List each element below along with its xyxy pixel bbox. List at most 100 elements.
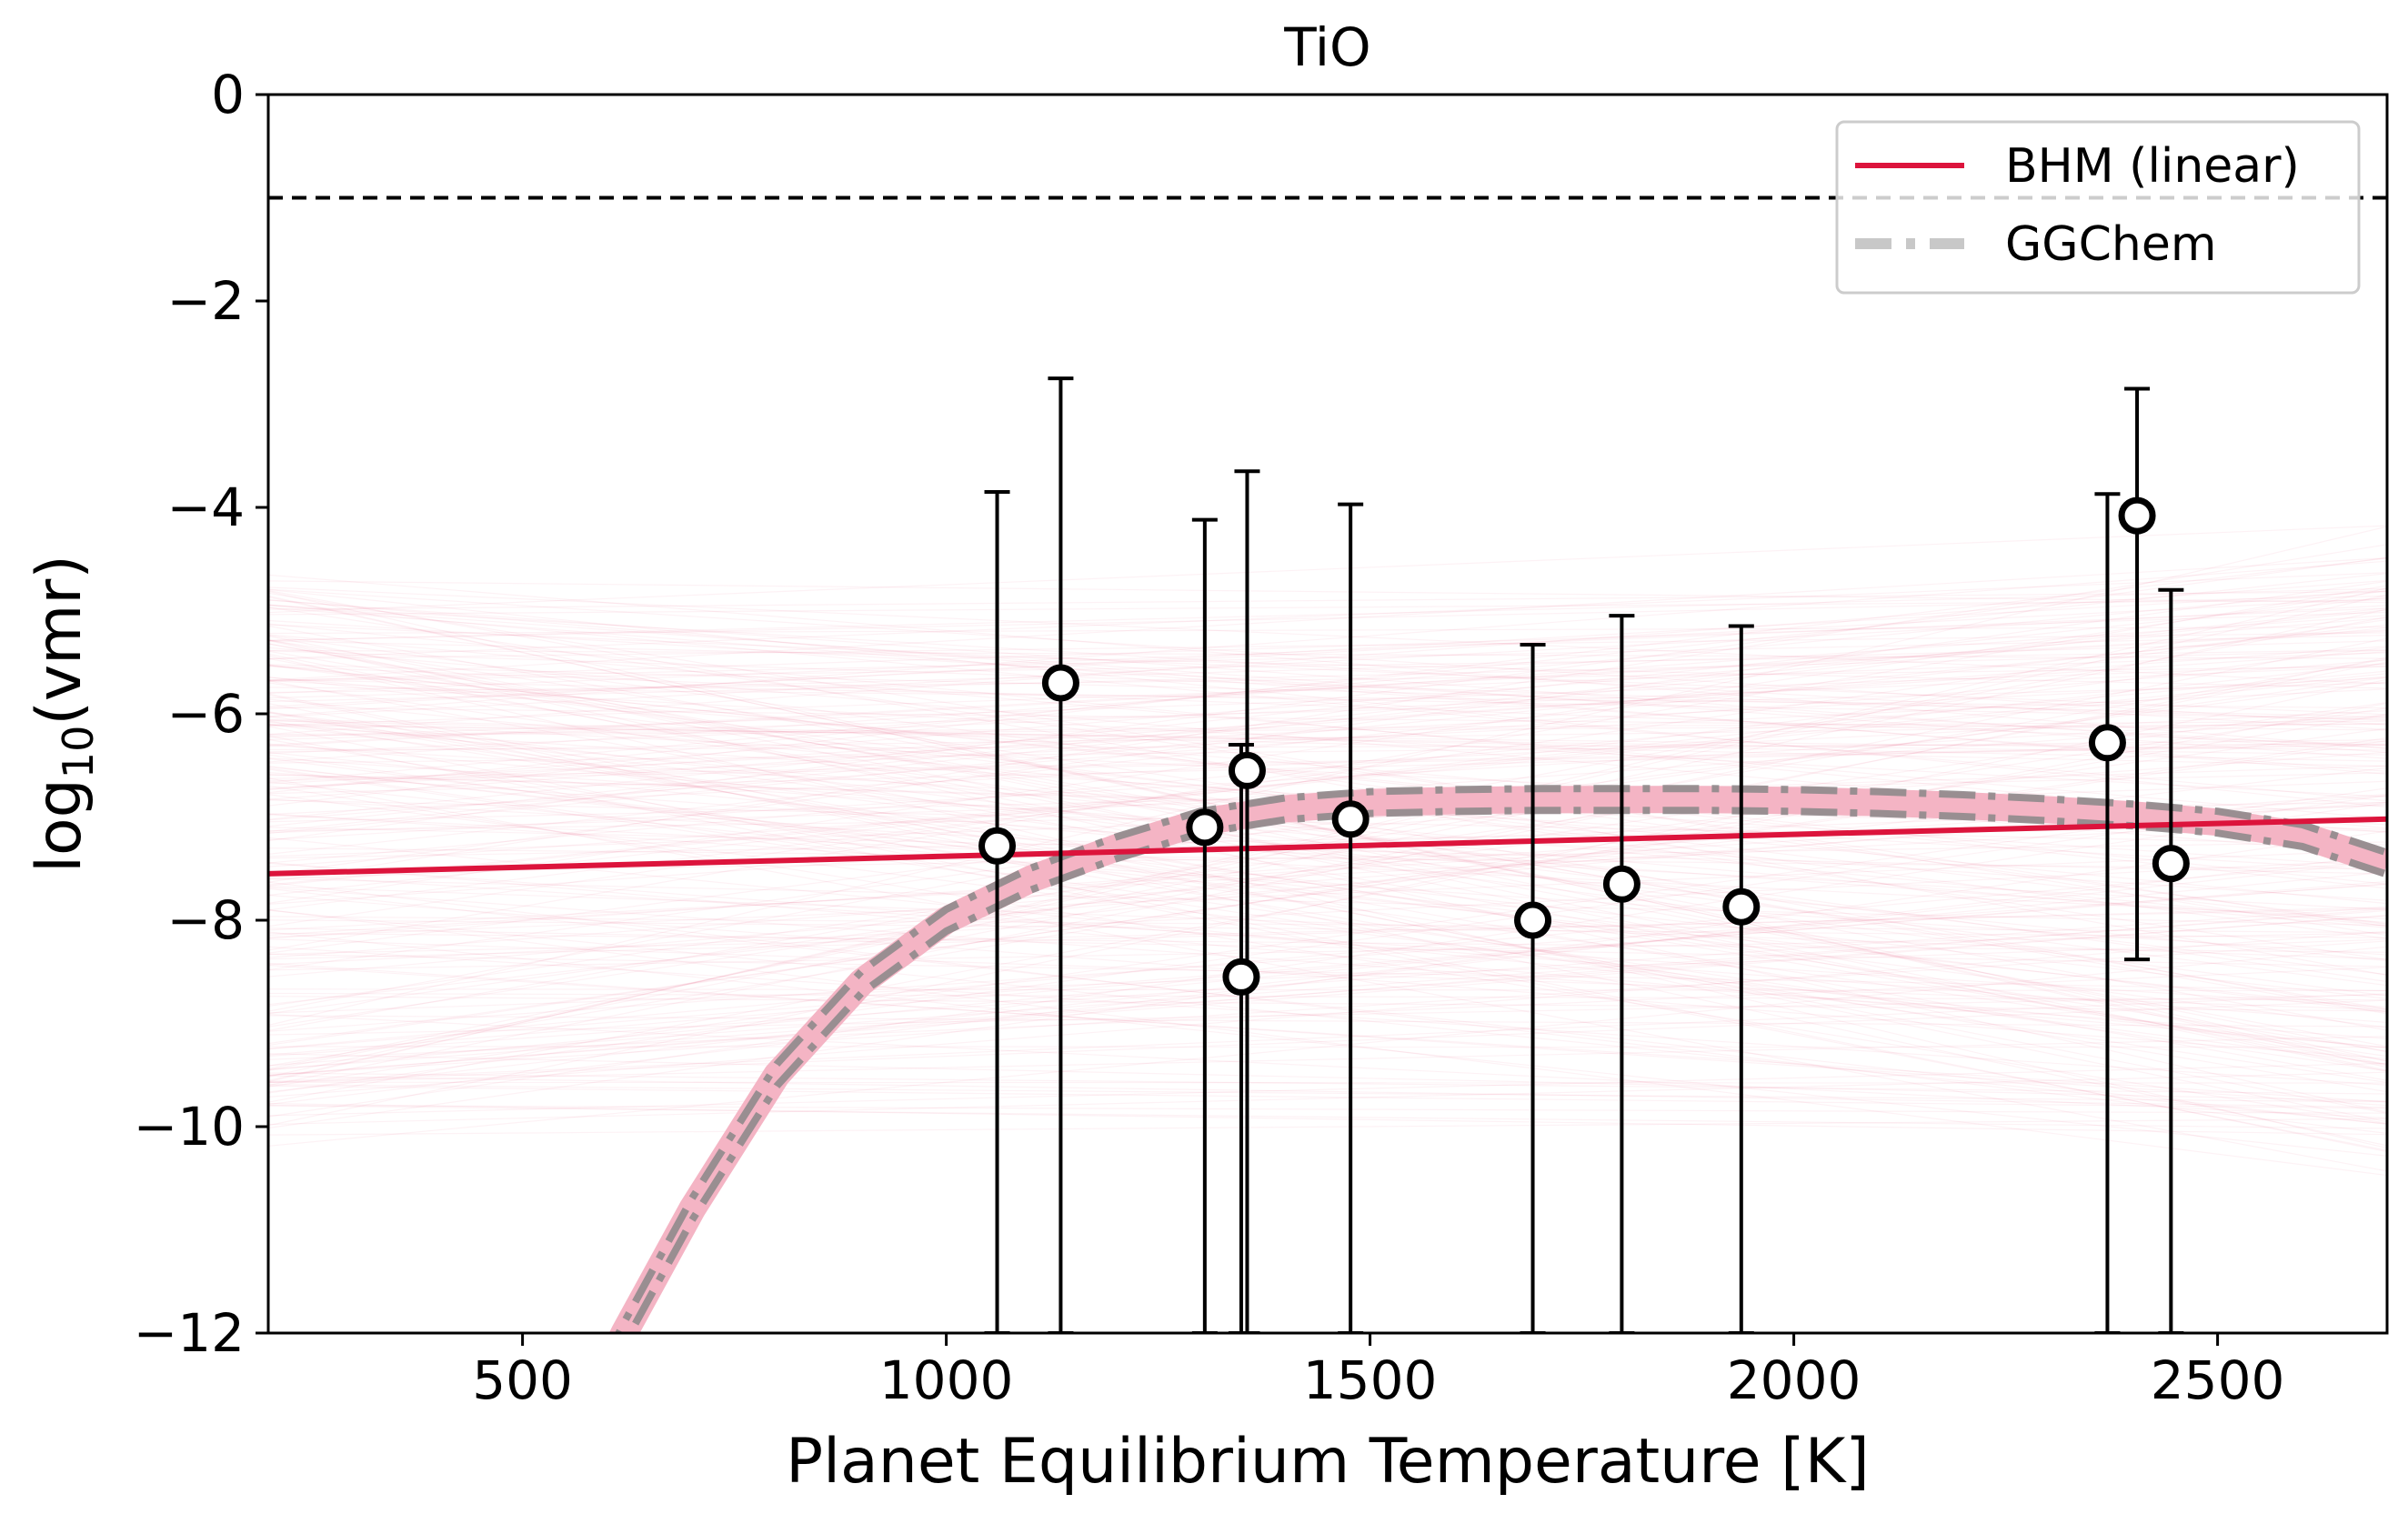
posterior-sample-line bbox=[268, 877, 2387, 927]
posterior-sample-line bbox=[268, 624, 2387, 855]
posterior-sample-line bbox=[268, 795, 2387, 1094]
posterior-sample-line bbox=[268, 927, 2387, 968]
posterior-sample-line bbox=[268, 609, 2387, 833]
posterior-sample-line bbox=[268, 1085, 2387, 1109]
posterior-sample-line bbox=[268, 657, 2387, 1048]
posterior-sample-line bbox=[268, 720, 2387, 736]
posterior-sample-line bbox=[268, 938, 2387, 1011]
posterior-sample-line bbox=[268, 646, 2387, 800]
posterior-sample-line bbox=[268, 664, 2387, 889]
posterior-sample-line bbox=[268, 587, 2387, 642]
posterior-sample-line bbox=[268, 687, 2387, 709]
posterior-sample-line bbox=[268, 964, 2387, 1103]
data-point bbox=[1331, 800, 1370, 838]
posterior-sample-line bbox=[268, 597, 2387, 820]
posterior-sample-line bbox=[268, 630, 2387, 747]
posterior-sample-line bbox=[268, 754, 2387, 1058]
posterior-sample-line bbox=[268, 591, 2387, 610]
posterior-sample-line bbox=[268, 677, 2387, 971]
posterior-sample-line bbox=[268, 666, 2387, 694]
posterior-sample-line bbox=[268, 677, 2387, 785]
posterior-sample-line bbox=[268, 666, 2387, 747]
posterior-sample-line bbox=[268, 1103, 2387, 1136]
posterior-sample-line bbox=[268, 1046, 2387, 1048]
posterior-sample-line bbox=[268, 757, 2387, 1028]
posterior-sample-line bbox=[268, 680, 2387, 1067]
posterior-sample-line bbox=[268, 640, 2387, 689]
posterior-sample-line bbox=[268, 585, 2387, 951]
posterior-sample-line bbox=[268, 629, 2387, 746]
posterior-sample-line bbox=[268, 992, 2387, 1001]
posterior-sample-line bbox=[268, 720, 2387, 767]
posterior-sample-line bbox=[268, 1081, 2387, 1084]
posterior-sample-line bbox=[268, 652, 2387, 727]
posterior-sample-line bbox=[268, 607, 2387, 772]
data-points bbox=[978, 496, 2190, 996]
data-point bbox=[1222, 958, 1260, 996]
posterior-sample-line bbox=[268, 588, 2387, 808]
posterior-sample-line bbox=[268, 884, 2387, 1032]
data-point bbox=[978, 827, 1017, 865]
posterior-sample-line bbox=[268, 711, 2387, 1062]
posterior-sample-line bbox=[268, 605, 2387, 759]
posterior-sample-line bbox=[268, 967, 2387, 1060]
posterior-sample-line bbox=[268, 592, 2387, 937]
posterior-sample-line bbox=[268, 794, 2387, 1065]
posterior-sample-line bbox=[268, 723, 2387, 756]
posterior-sample-line bbox=[268, 932, 2387, 971]
posterior-sample-line bbox=[268, 590, 2387, 1068]
posterior-sample-line bbox=[268, 874, 2387, 1008]
data-point bbox=[2152, 845, 2190, 883]
posterior-sample-line bbox=[268, 894, 2387, 1059]
posterior-sample-line bbox=[268, 1105, 2387, 1114]
posterior-sample-line bbox=[268, 1071, 2387, 1126]
posterior-sample-line bbox=[268, 607, 2387, 827]
posterior-sample-line bbox=[268, 907, 2387, 1058]
y-tick-label: −2 bbox=[167, 270, 246, 332]
posterior-sample-line bbox=[268, 574, 2387, 749]
posterior-sample-line bbox=[268, 678, 2387, 720]
posterior-sample-line bbox=[268, 785, 2387, 1124]
data-point bbox=[1722, 887, 1761, 926]
posterior-sample-line bbox=[268, 701, 2387, 1008]
posterior-sample-line bbox=[268, 768, 2387, 1084]
posterior-sample-line bbox=[268, 655, 2387, 1149]
posterior-sample-line bbox=[268, 932, 2387, 953]
posterior-sample-line bbox=[268, 946, 2387, 1147]
posterior-sample-line bbox=[268, 765, 2387, 1013]
posterior-sample-line bbox=[268, 599, 2387, 775]
posterior-sample-line bbox=[268, 859, 2387, 1049]
bhm-line bbox=[268, 816, 2387, 877]
posterior-sample-line bbox=[268, 777, 2387, 1172]
posterior-sample-line bbox=[268, 526, 2387, 1027]
posterior-sample-line bbox=[268, 665, 2387, 885]
posterior-sample-line bbox=[268, 659, 2387, 821]
posterior-sample-line bbox=[268, 726, 2387, 1153]
posterior-sample-line bbox=[268, 908, 2387, 1077]
posterior-sample-line bbox=[268, 721, 2387, 927]
posterior-sample-line bbox=[268, 707, 2387, 1028]
posterior-sample-line bbox=[268, 798, 2387, 910]
posterior-sample-line bbox=[268, 996, 2387, 1012]
posterior-sample-line bbox=[268, 999, 2387, 1084]
posterior-sample-line bbox=[268, 817, 2387, 931]
posterior-sample-line bbox=[268, 799, 2387, 846]
posterior-sample-line bbox=[268, 909, 2387, 1067]
posterior-sample-line bbox=[268, 727, 2387, 1015]
posterior-sample-line bbox=[268, 679, 2387, 797]
y-axis-label: log10(vmr) bbox=[24, 555, 103, 873]
posterior-sample-line bbox=[268, 718, 2387, 762]
posterior-sample-line bbox=[268, 909, 2387, 1125]
posterior-sample-line bbox=[268, 723, 2387, 737]
posterior-sample-line bbox=[268, 862, 2387, 1024]
posterior-sample-line bbox=[268, 938, 2387, 1014]
posterior-sample-line bbox=[268, 802, 2387, 1118]
data-point bbox=[1514, 901, 1552, 939]
posterior-sample-line bbox=[268, 607, 2387, 695]
y-axis-label-main: log bbox=[24, 778, 95, 873]
y-tick-label: −12 bbox=[134, 1302, 245, 1364]
posterior-sample-line bbox=[268, 886, 2387, 960]
posterior-sample-line bbox=[268, 694, 2387, 1147]
posterior-sample-line bbox=[268, 915, 2387, 1070]
posterior-sample-line bbox=[268, 587, 2387, 685]
